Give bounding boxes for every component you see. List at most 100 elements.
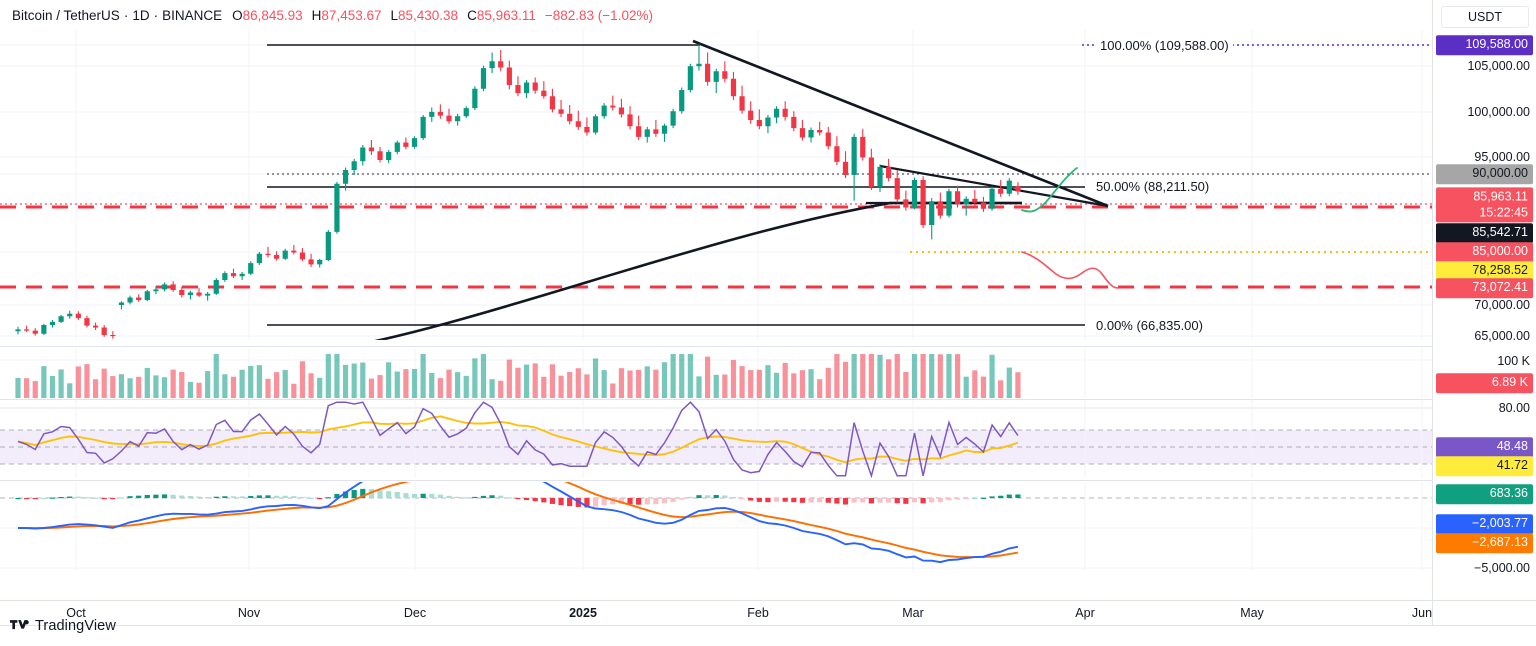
candle-body [817, 130, 823, 133]
price-axis-badge[interactable]: 109,588.00 [1436, 35, 1533, 55]
candle-body [110, 335, 116, 337]
macd-histogram-bar [368, 489, 375, 498]
macd-histogram-bar [49, 497, 56, 499]
time-axis-tick: Mar [902, 606, 924, 620]
macd-histogram-bar [782, 498, 788, 502]
price-axis-badge[interactable]: 90,000.00 [1436, 164, 1533, 184]
candle-body [386, 151, 392, 160]
macd-histogram-bar [196, 496, 202, 498]
volume-bar [791, 373, 797, 398]
volume-bar [49, 375, 56, 398]
macd-histogram-bar [179, 495, 185, 498]
volume-bar [480, 354, 487, 398]
macd-histogram-bar [256, 495, 262, 498]
exchange-label[interactable]: BINANCE [162, 7, 223, 23]
volume-bar [946, 354, 952, 398]
price-axis-badge[interactable]: 73,072.41 [1436, 278, 1533, 298]
tradingview-logo: TradingView [10, 618, 116, 634]
price-axis-badge[interactable]: −2,003.77 [1436, 514, 1533, 534]
candle-body [420, 116, 426, 139]
macd-histogram-bar [549, 498, 556, 504]
price-axis-badge-value: 85,542.71 [1472, 225, 1528, 240]
price-axis-badge[interactable]: 6.89 K [1436, 373, 1533, 393]
macd-histogram-bar [127, 496, 133, 498]
candle-body [929, 201, 935, 225]
candle-body [394, 142, 400, 152]
price-axis-badge-value: −2,687.13 [1472, 535, 1528, 550]
price-axis-badge[interactable]: 48.48 [1436, 437, 1533, 457]
price-axis-badge-value: −2,003.77 [1472, 516, 1528, 531]
macd-histogram-bar [920, 498, 926, 504]
volume-pane[interactable] [0, 348, 1432, 398]
candle-body [368, 147, 375, 152]
volume-bar [41, 366, 47, 398]
volume-bar [403, 369, 409, 398]
macd-plot [0, 482, 1432, 570]
rsi-pane[interactable] [0, 400, 1432, 478]
candle-body [644, 129, 650, 137]
price-axis-badge-value: 90,000.00 [1472, 166, 1528, 181]
volume-bar [420, 354, 426, 398]
macd-histogram-bar [756, 498, 762, 502]
volume-bar [291, 383, 297, 398]
candle-body [24, 329, 30, 331]
bullish-projection-path [1021, 167, 1078, 213]
price-axis[interactable]: USDT 105,000.00 100,000.00 95,000.00 70,000… [1432, 0, 1536, 600]
price-axis-badge[interactable]: 78,258.52 [1436, 261, 1533, 281]
interval-label[interactable]: 1D [132, 7, 150, 23]
axis-corner [1432, 600, 1536, 626]
candle-body [92, 325, 99, 328]
price-axis-badge[interactable]: 85,963.11 15:22:45 [1436, 187, 1533, 223]
volume-bar [196, 382, 202, 398]
volume-bar [834, 354, 840, 398]
candle-body [946, 191, 952, 216]
macd-histogram-bar [308, 497, 314, 500]
macd-pane[interactable] [0, 482, 1432, 570]
volume-bar [386, 362, 392, 398]
candle-body [592, 116, 599, 133]
price-axis-badge[interactable]: 85,000.00 [1436, 242, 1533, 262]
price-axis-badge[interactable]: 41.72 [1436, 456, 1533, 476]
symbol-name[interactable]: Bitcoin / TetherUS [12, 7, 120, 23]
macd-histogram-bar [523, 498, 530, 501]
volume-bar [799, 370, 806, 398]
volume-bar [644, 366, 650, 398]
price-pane[interactable] [0, 30, 1432, 340]
candle-body [58, 316, 64, 322]
price-axis-tick: −5,000.00 [1474, 561, 1530, 575]
macd-histogram-bar [705, 495, 711, 498]
price-axis-badge[interactable]: 683.36 [1436, 484, 1533, 504]
macd-histogram-bar [808, 498, 814, 503]
candle-body [799, 128, 806, 138]
macd-histogram-bar [618, 498, 624, 504]
price-axis-tick: 100 K [1497, 354, 1530, 368]
macd-histogram-bar [937, 498, 943, 503]
volume-bar [463, 375, 469, 398]
volume-bar [429, 372, 435, 398]
candle-body [868, 157, 874, 187]
macd-histogram-bar [748, 498, 754, 501]
candle-body [773, 108, 780, 118]
candle-body [989, 188, 995, 209]
macd-histogram-bar [886, 498, 892, 503]
price-axis-badge[interactable]: 85,542.71 [1436, 223, 1533, 243]
volume-bar [282, 369, 288, 398]
macd-histogram-bar [446, 495, 452, 498]
candle-body [67, 313, 73, 317]
volume-bar [575, 368, 581, 398]
candle-body [903, 199, 909, 208]
trendline-rising-support [374, 201, 1022, 340]
time-axis[interactable]: Oct Nov Dec 2025 Feb Mar Apr May Jun [0, 600, 1432, 626]
volume-bar [515, 367, 521, 398]
macd-histogram-bar [929, 498, 935, 503]
macd-histogram-bar [765, 498, 771, 503]
fib-label: 0.00% (66,835.00) [1092, 318, 1207, 333]
candle-body [739, 96, 745, 111]
macd-histogram-bar [860, 498, 866, 503]
candle-body [360, 147, 366, 162]
macd-histogram-bar [834, 498, 840, 504]
macd-histogram-bar [644, 498, 650, 505]
macd-histogram-bar [661, 498, 668, 504]
candle-body [196, 292, 202, 296]
price-axis-badge[interactable]: −2,687.13 [1436, 533, 1533, 553]
